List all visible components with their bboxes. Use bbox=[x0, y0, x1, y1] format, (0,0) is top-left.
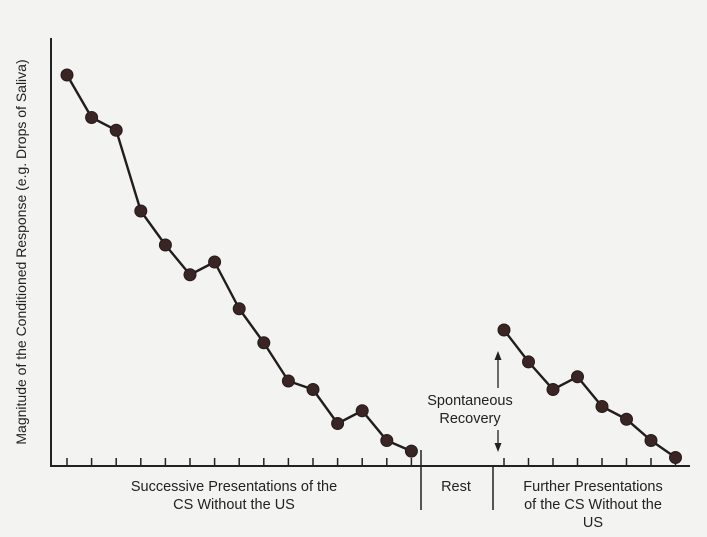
annotation-arrow-down bbox=[494, 430, 502, 452]
x-label-further-line3: US bbox=[583, 515, 603, 531]
data-point bbox=[257, 336, 271, 350]
data-point bbox=[109, 123, 123, 137]
data-point bbox=[644, 434, 658, 447]
data-point bbox=[571, 370, 584, 384]
data-point bbox=[232, 302, 246, 316]
data-point bbox=[158, 238, 172, 252]
annotation-line2: Recovery bbox=[439, 411, 501, 427]
data-point bbox=[404, 444, 418, 458]
x-label-further-line1: Further Presentations bbox=[523, 479, 662, 495]
x-label-rest: Rest bbox=[441, 479, 471, 495]
data-point bbox=[134, 204, 148, 218]
data-point bbox=[281, 374, 295, 388]
x-label-extinction-line1: Successive Presentations of the bbox=[131, 479, 337, 495]
x-label-further-line2: of the CS Without the bbox=[524, 497, 662, 513]
data-point bbox=[85, 111, 99, 124]
data-point bbox=[546, 383, 560, 396]
data-point bbox=[522, 355, 535, 369]
data-point bbox=[497, 323, 511, 337]
data-point bbox=[620, 412, 633, 426]
x-label-extinction-line2: CS Without the US bbox=[173, 497, 295, 513]
data-point bbox=[331, 417, 345, 430]
annotation-arrow-up bbox=[494, 351, 502, 388]
data-point bbox=[306, 383, 320, 396]
data-point bbox=[60, 68, 74, 82]
data-point bbox=[595, 400, 609, 413]
annotation-line1: Spontaneous bbox=[427, 393, 512, 409]
data-point bbox=[183, 268, 197, 282]
data-point bbox=[380, 434, 394, 447]
y-axis-label: Magnitude of the Conditioned Response (e… bbox=[13, 59, 29, 444]
data-point bbox=[355, 404, 369, 418]
data-point bbox=[669, 451, 682, 464]
axes bbox=[50, 38, 690, 510]
data-point bbox=[208, 255, 222, 269]
